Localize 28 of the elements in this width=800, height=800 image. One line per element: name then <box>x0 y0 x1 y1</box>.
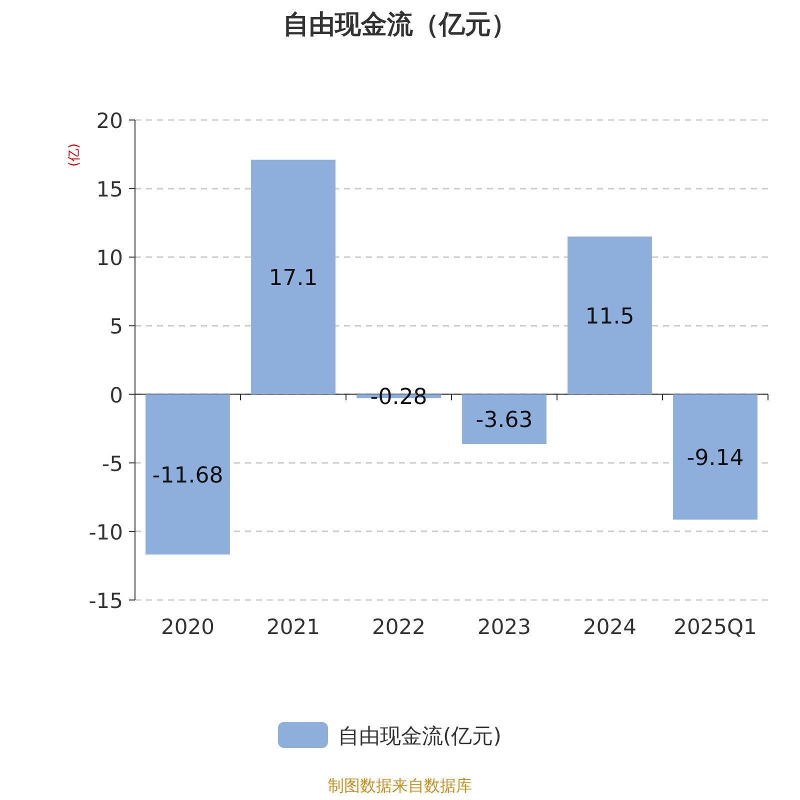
data-label: -3.63 <box>476 408 533 434</box>
data-label: -9.14 <box>686 446 744 471</box>
x-tick-label: 2025Q1 <box>674 615 757 639</box>
text: 制图数据来自数据库 <box>328 776 472 795</box>
bar <box>251 160 336 394</box>
data-label: 17.1 <box>268 266 318 292</box>
bar <box>462 394 546 444</box>
y-tick-label: 10 <box>96 246 123 270</box>
y-tick-label: -5 <box>102 452 123 476</box>
legend-label: 自由现金流(亿元) <box>338 724 502 748</box>
x-tick-label: 2021 <box>266 615 320 639</box>
chart-title: 自由现金流（亿元） <box>283 10 517 40</box>
y-tick-label: 15 <box>96 178 123 202</box>
y-tick-label: -15 <box>88 589 123 613</box>
y-tick-label: 0 <box>110 383 123 408</box>
y-tick-label: 5 <box>110 314 123 339</box>
bar <box>673 394 758 520</box>
data-label: 11.5 <box>585 304 634 330</box>
x-tick-label: 2022 <box>372 615 426 639</box>
y-axis-title: (亿) <box>67 143 82 167</box>
bar <box>568 236 652 394</box>
data-label: -11.68 <box>152 463 224 488</box>
bar <box>146 394 230 554</box>
y-tick-label: -10 <box>88 520 123 544</box>
x-tick-label: 2023 <box>478 615 531 639</box>
x-tick-label: 2020 <box>161 615 214 639</box>
x-tick-label: 2024 <box>583 615 636 639</box>
y-tick-label: 20 <box>96 109 123 133</box>
